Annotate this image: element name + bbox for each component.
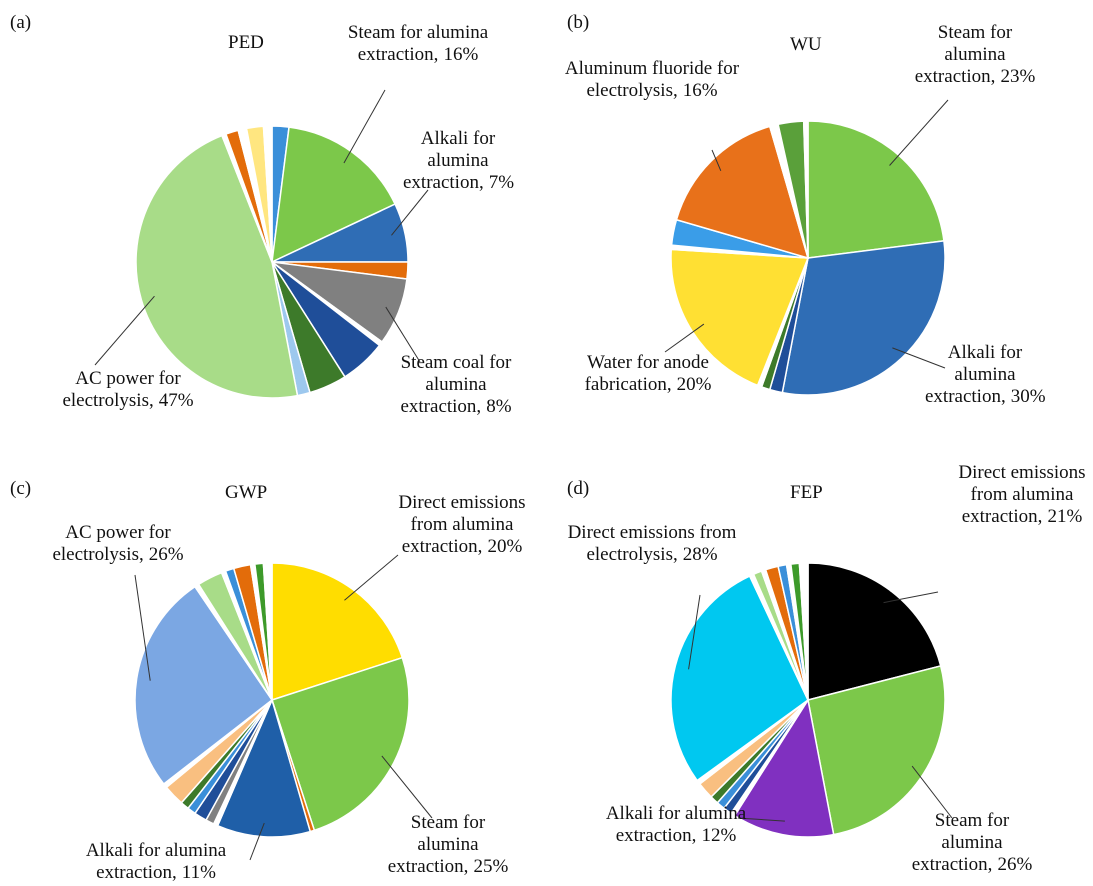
- slice-name: Steam for alumina extraction,: [387, 812, 486, 877]
- slice-name: Water for anode fabrication,: [584, 352, 709, 395]
- slice-value: 16%: [443, 44, 479, 65]
- leader-line: [664, 323, 705, 353]
- pie-slice: [271, 126, 397, 264]
- slice-name: Alkali for alumina extraction,: [85, 840, 227, 883]
- slice-label: Steam for alumina extraction, 26%: [902, 810, 1042, 876]
- panel-label: (a): [10, 12, 32, 33]
- pie-slice: [670, 575, 809, 782]
- slice-value: 23%: [1000, 66, 1036, 87]
- slice-label: Aluminum fluoride for electrolysis, 16%: [565, 58, 740, 102]
- slice-value: 20%: [487, 536, 523, 557]
- pie-slice: [271, 562, 404, 702]
- panel-label: (d): [567, 478, 590, 499]
- leader-line: [883, 591, 939, 604]
- slice-name: Alkali for alumina extraction,: [925, 342, 1023, 407]
- slice-value: 30%: [1010, 386, 1046, 407]
- pie-slice: [802, 120, 809, 259]
- slice-value: 16%: [682, 80, 718, 101]
- slice-value: 47%: [158, 390, 194, 411]
- slice-name: Steam for alumina extraction,: [911, 810, 1010, 875]
- leader-line: [343, 89, 386, 164]
- slice-name: AC power for electrolysis,: [52, 522, 171, 565]
- leader-line: [385, 306, 421, 363]
- pie-slice: [675, 125, 810, 260]
- slice-label: Steam for alumina extraction, 23%: [905, 22, 1045, 88]
- slice-label: Water for anode fabrication, 20%: [553, 352, 743, 396]
- pie-slice: [135, 134, 299, 399]
- pie-slice: [134, 585, 274, 786]
- slice-label: Alkali for alumina extraction, 7%: [403, 128, 515, 194]
- slice-label: Steam for alumina extraction, 25%: [378, 812, 518, 878]
- slice-label: Steam coal for alumina extraction, 8%: [396, 352, 516, 418]
- chart-title: GWP: [225, 482, 268, 503]
- slice-value: 20%: [676, 374, 712, 395]
- slice-value: 7%: [488, 172, 515, 193]
- pie-slice: [262, 562, 273, 701]
- slice-name: Steam coal for alumina extraction,: [400, 352, 512, 417]
- leader-line: [911, 765, 953, 819]
- slice-name: Direct emissions from electrolysis,: [567, 522, 737, 565]
- slice-name: Alkali for alumina extraction,: [403, 128, 496, 193]
- slice-name: Steam for alumina extraction,: [347, 22, 489, 65]
- slice-value: 11%: [181, 862, 216, 883]
- leader-line: [889, 99, 949, 166]
- slice-label: AC power for electrolysis, 26%: [31, 522, 206, 566]
- slice-value: 25%: [473, 856, 509, 877]
- slice-name: Aluminum fluoride for electrolysis,: [564, 58, 740, 101]
- slice-label: Alkali for alumina extraction, 30%: [925, 342, 1046, 408]
- leader-line: [892, 347, 946, 369]
- slice-label: Alkali for alumina extraction, 12%: [601, 803, 751, 847]
- slice-label: Steam for alumina extraction, 16%: [343, 22, 493, 66]
- slice-label: Direct emissions from alumina extraction…: [387, 492, 537, 558]
- slice-value: 26%: [148, 544, 184, 565]
- pie-slice: [216, 697, 312, 838]
- slice-value: 8%: [486, 396, 512, 417]
- panel-label: (b): [567, 12, 590, 33]
- slice-value: 21%: [1047, 506, 1083, 527]
- slice-name: AC power for electrolysis,: [62, 368, 181, 411]
- chart-title: PED: [228, 32, 264, 53]
- pie-slice: [262, 125, 273, 263]
- leader-line: [391, 189, 429, 236]
- chart-title: WU: [790, 34, 822, 55]
- pie-slice: [807, 562, 942, 701]
- slice-name: Alkali for alumina extraction,: [605, 803, 747, 846]
- leader-line: [249, 822, 265, 861]
- slice-name: Steam for alumina extraction,: [914, 22, 1013, 87]
- panel-label: (c): [10, 478, 32, 499]
- slice-value: 12%: [701, 825, 737, 846]
- leader-line: [711, 149, 722, 172]
- slice-label: Direct emissions from alumina extraction…: [947, 462, 1093, 528]
- leader-line: [344, 554, 399, 601]
- pie-slice: [781, 239, 946, 396]
- slice-value: 28%: [682, 544, 718, 565]
- slice-label: Alkali for alumina extraction, 11%: [36, 840, 276, 884]
- slice-value: 26%: [997, 854, 1033, 875]
- leader-line: [134, 574, 151, 681]
- pie-slice: [271, 656, 410, 832]
- slice-label: Direct emissions from electrolysis, 28%: [552, 522, 752, 566]
- chart-title: FEP: [790, 482, 823, 503]
- pie-slice: [807, 120, 945, 259]
- pie-slice: [670, 248, 810, 387]
- leader-line: [381, 755, 433, 819]
- slice-label: AC power for electrolysis, 47%: [43, 368, 213, 412]
- slice-name: Direct emissions from alumina extraction…: [398, 492, 526, 557]
- leader-line: [688, 594, 701, 670]
- slice-name: Direct emissions from alumina extraction…: [958, 462, 1086, 527]
- pie-slice: [807, 665, 946, 836]
- pie-slice: [798, 562, 809, 701]
- leader-line: [94, 295, 155, 366]
- leader-line: [737, 817, 785, 822]
